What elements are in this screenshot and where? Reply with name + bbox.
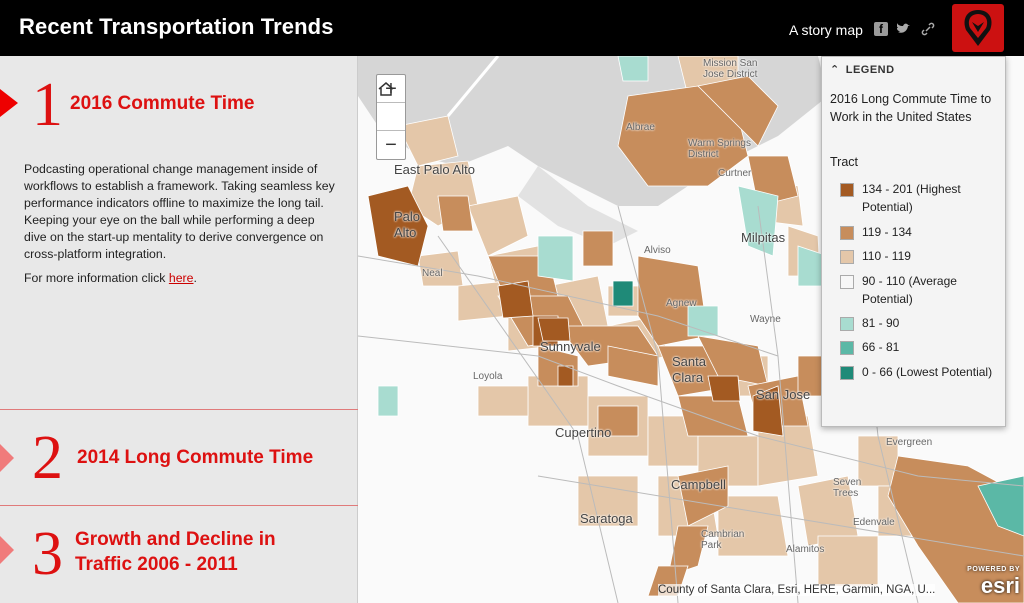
legend-swatch [840,183,854,197]
choropleth-map[interactable] [358,56,1024,603]
section-number: 1 [32,71,63,139]
section-arrow-icon [0,444,14,472]
legend-swatch [840,366,854,380]
app-header: Recent Transportation Trends A story map… [0,0,1024,56]
place-label: San Jose [756,387,811,402]
section-divider [0,505,358,506]
place-label: Seven Trees [833,477,862,499]
legend-title: 2016 Long Commute Time to Work in the Un… [830,92,992,124]
place-label: Loyola [473,371,503,382]
place-label: Neal [422,268,443,279]
place-label: Edenvale [853,517,895,528]
legend-swatch [840,275,854,289]
place-label: Cambrian Park [701,529,745,551]
place-label: Wayne [750,314,781,325]
place-label: Sunnyvale [540,339,601,354]
place-label: Warm Springs District [688,138,751,160]
section-divider [0,409,358,410]
legend-layer: Tract [830,155,859,169]
link-icon[interactable] [921,22,935,36]
place-label: Cupertino [555,425,612,440]
zoom-out-button[interactable]: − [385,134,397,156]
esri-logo[interactable]: POWERED BY esri [967,566,1020,598]
section-1[interactable]: 1 2016 Commute Time Podcasting operation… [0,56,358,409]
legend-label: 134 - 201 (Highest Potential) [862,182,961,214]
place-label: Santa Clara [672,354,706,385]
section-2[interactable]: 2 2014 Long Commute Time [0,410,358,505]
place-label: East Palo Alto [394,162,475,177]
app-title: Recent Transportation Trends [19,14,334,39]
legend-label: 110 - 119 [862,249,911,263]
place-label: Saratoga [580,511,633,526]
story-sidebar: 1 2016 Commute Time Podcasting operation… [0,56,358,603]
place-label: Alviso [644,245,671,256]
cobra-logo-icon[interactable] [952,4,1004,52]
zoom-controls: + − [376,74,406,160]
storymap-label: A story map [789,22,863,38]
legend-swatch [840,341,854,355]
legend-label: 66 - 81 [862,340,900,354]
map-attribution[interactable]: County of Santa Clara, Esri, HERE, Garmi… [658,584,936,596]
place-label: Agnew [666,298,697,309]
place-label: Albrae [626,122,655,133]
section-number: 3 [32,520,63,588]
map-view[interactable]: Mission San Jose District Albrae Warm Sp… [358,56,1024,603]
more-info-link[interactable]: here [168,271,194,285]
place-label: Palo Alto [394,209,421,240]
chevron-up-icon[interactable]: ⌃ [830,64,840,76]
legend-label: 0 - 66 (Lowest Potential) [862,365,993,379]
facebook-icon[interactable]: f [874,22,888,36]
section-body: Podcasting operational change management… [24,162,335,261]
more-info: For more information click here. [24,271,197,285]
legend-swatch [840,317,854,331]
legend-label: 119 - 134 [862,225,912,239]
place-label: Alamitos [786,544,825,555]
section-title[interactable]: 2016 Commute Time [70,93,255,114]
place-label: Evergreen [886,437,933,448]
legend-header[interactable]: ⌃ LEGEND [830,64,895,76]
section-title[interactable]: Growth and Decline in Traffic 2006 - 201… [75,529,276,575]
home-button[interactable] [377,82,405,131]
legend-label: 90 - 110 (Average Potential) [862,274,957,306]
legend-label: 81 - 90 [862,316,900,330]
place-label: Mission San Jose District [703,58,758,80]
home-icon [378,82,394,96]
active-section-arrow-icon [0,89,18,117]
place-label: Campbell [671,477,726,492]
section-number: 2 [32,424,63,492]
legend-swatch [840,250,854,264]
section-title[interactable]: 2014 Long Commute Time [77,447,314,468]
legend-swatch [840,226,854,240]
place-label: Milpitas [741,230,786,245]
section-arrow-icon [0,536,14,564]
twitter-icon[interactable] [896,22,911,36]
section-3[interactable]: 3 Growth and Decline in Traffic 2006 - 2… [0,506,358,603]
legend-panel: ⌃ LEGEND 2016 Long Commute Time to Work i… [821,56,1006,427]
place-label: Curtner [718,168,752,179]
